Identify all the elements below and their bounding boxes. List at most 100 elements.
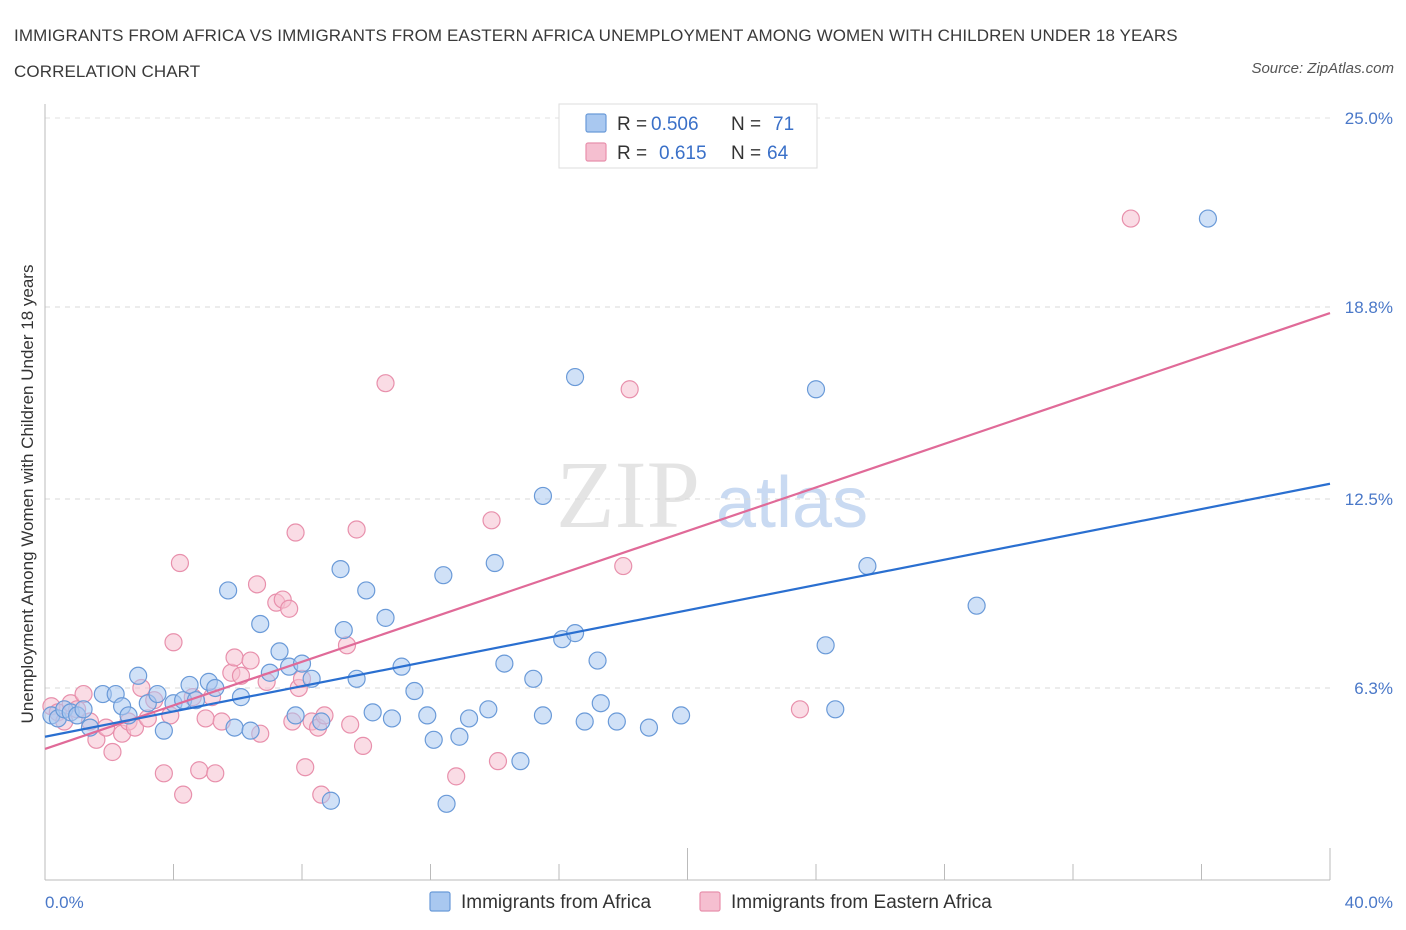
data-point-africa	[639, 718, 659, 737]
data-point-africa	[331, 560, 350, 579]
data-point-africa	[816, 636, 835, 655]
data-point-africa	[591, 694, 610, 713]
data-point-africa	[450, 727, 469, 746]
data-point-africa	[129, 666, 148, 685]
x-tick-label: 40.0%	[1345, 893, 1393, 912]
data-point-eastern-africa	[347, 520, 366, 539]
data-point-eastern-africa	[241, 651, 260, 670]
data-point-africa	[588, 651, 607, 670]
data-point-africa	[434, 566, 453, 585]
legend-n-label-eastern-africa: N =	[731, 143, 761, 164]
data-point-africa	[405, 681, 424, 701]
data-point-eastern-africa	[1121, 209, 1140, 228]
data-point-eastern-africa	[206, 764, 225, 783]
axes	[44, 104, 1331, 881]
bottom-legend-label-eastern-africa: Immigrants from Eastern Africa	[731, 892, 992, 913]
data-point-africa	[154, 721, 173, 740]
data-point-eastern-africa	[174, 785, 193, 804]
data-point-eastern-africa	[482, 511, 501, 530]
bottom-legend: Immigrants from Africa Immigrants from E…	[429, 891, 992, 913]
legend-r-label-eastern-africa: R =	[617, 143, 647, 164]
data-point-africa	[437, 794, 456, 813]
data-point-africa	[219, 581, 238, 600]
y-tick-label: 18.8%	[1345, 298, 1393, 317]
data-point-africa	[575, 712, 594, 731]
data-point-africa	[424, 730, 443, 749]
data-point-africa	[671, 706, 691, 725]
data-point-africa	[485, 553, 504, 573]
data-point-africa	[270, 642, 289, 661]
data-point-africa	[334, 620, 353, 640]
bottom-legend-label-africa: Immigrants from Africa	[461, 892, 651, 913]
data-point-eastern-africa	[280, 599, 299, 618]
chart-title: IMMIGRANTS FROM AFRICA VS IMMIGRANTS FRO…	[14, 26, 1178, 81]
data-point-africa	[479, 700, 498, 719]
data-point-eastern-africa	[170, 553, 190, 573]
data-point-eastern-africa	[164, 633, 183, 652]
legend-r-label-africa: R =	[617, 114, 647, 135]
data-point-africa	[418, 706, 437, 725]
x-tick-label: 0.0%	[45, 893, 84, 912]
data-point-africa	[148, 684, 167, 704]
legend-n-value-africa: 71	[773, 114, 794, 135]
data-point-africa	[321, 791, 341, 810]
chart-source: Source: ZipAtlas.com	[1251, 60, 1394, 77]
data-point-africa	[251, 614, 270, 634]
data-point-eastern-africa	[74, 684, 93, 704]
y-tick-label: 6.3%	[1354, 679, 1393, 698]
tick-labels: 6.3% 12.5% 18.8% 25.0% 0.0% 40.0%	[45, 109, 1393, 912]
data-point-eastern-africa	[103, 742, 122, 762]
watermark-zip: ZIP	[556, 441, 700, 548]
data-point-africa	[524, 669, 543, 688]
bottom-legend-swatch-africa	[429, 891, 451, 912]
legend-box: R = 0.506 N = 71 R = 0.615 N = 64	[558, 103, 818, 169]
trend-lines	[44, 312, 1331, 750]
data-point-africa	[376, 608, 395, 627]
y-tick-label: 25.0%	[1345, 109, 1393, 128]
data-point-africa	[459, 709, 479, 728]
data-point-africa	[533, 486, 553, 506]
data-point-eastern-africa	[353, 736, 373, 755]
data-point-africa	[967, 596, 986, 615]
data-point-eastern-africa	[614, 556, 633, 576]
data-point-eastern-africa	[620, 380, 639, 399]
trend-line-eastern-africa	[44, 312, 1331, 750]
data-point-eastern-africa	[225, 648, 244, 667]
data-point-africa	[826, 700, 845, 719]
data-point-eastern-africa	[190, 761, 209, 780]
data-point-eastern-africa	[247, 575, 267, 594]
data-point-africa	[858, 556, 877, 576]
data-point-africa	[286, 706, 305, 725]
data-point-africa	[363, 703, 382, 722]
data-point-africa	[74, 700, 93, 719]
watermark-atlas: atlas	[716, 463, 868, 543]
data-point-africa	[357, 581, 376, 600]
data-point-eastern-africa	[488, 752, 508, 771]
legend-swatch-africa	[585, 113, 607, 133]
data-point-africa	[180, 675, 199, 695]
legend-swatch-eastern-africa	[585, 142, 607, 162]
data-point-africa	[565, 367, 585, 387]
data-point-africa	[312, 712, 331, 731]
data-point-africa	[225, 718, 244, 737]
data-point-eastern-africa	[376, 374, 395, 393]
legend-n-label-africa: N =	[731, 114, 761, 135]
legend-r-value-eastern-africa: 0.615	[659, 143, 707, 164]
data-point-africa	[511, 752, 530, 771]
data-point-africa	[806, 380, 826, 399]
legend-n-value-eastern-africa: 64	[767, 143, 789, 164]
data-point-africa	[1198, 209, 1218, 228]
data-point-africa	[241, 721, 260, 740]
trend-line-africa	[44, 482, 1331, 738]
data-point-africa	[533, 706, 553, 725]
data-point-eastern-africa	[154, 764, 173, 783]
data-point-eastern-africa	[790, 700, 810, 719]
data-point-eastern-africa	[286, 523, 305, 542]
data-point-eastern-africa	[296, 758, 315, 777]
gridlines	[45, 117, 1330, 689]
bottom-legend-swatch-eastern-africa	[699, 891, 721, 912]
y-tick-label: 12.5%	[1345, 490, 1393, 509]
data-point-africa	[495, 654, 514, 673]
data-point-africa	[607, 712, 626, 731]
